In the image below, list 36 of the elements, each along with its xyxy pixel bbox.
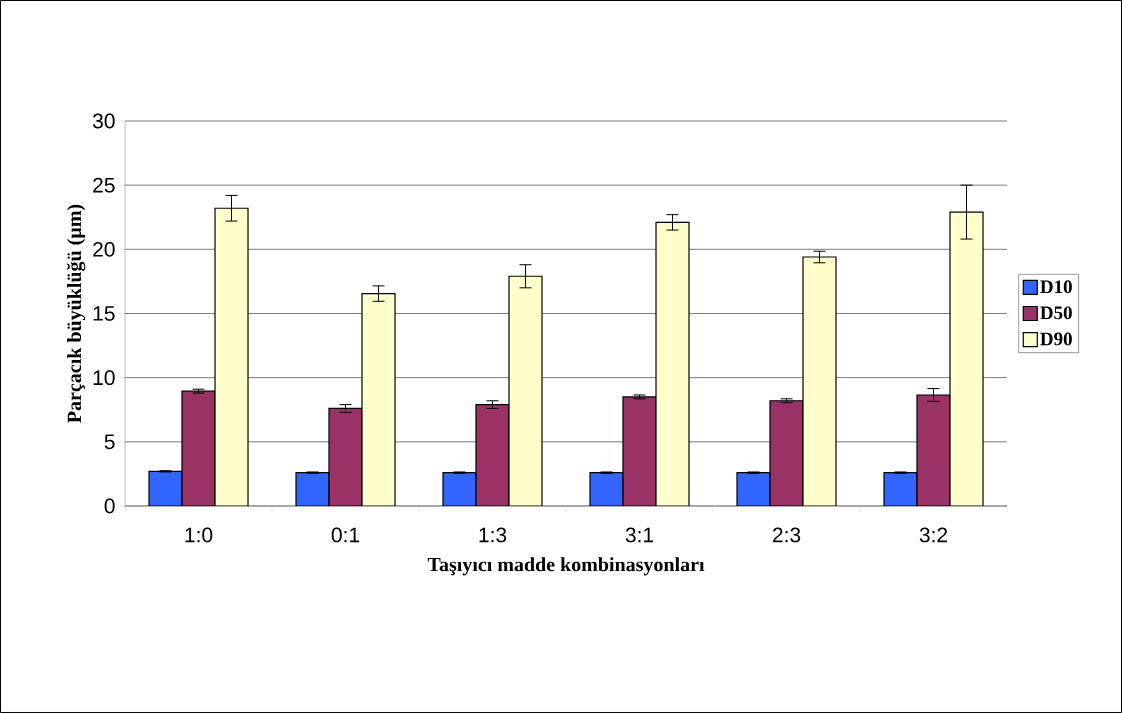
legend-label: D90: [1040, 332, 1072, 346]
x-tick-label: 2:3: [772, 527, 801, 543]
y-tick-label: 15: [93, 306, 115, 321]
bar: [655, 221, 690, 506]
x-tick-label: 3:1: [625, 527, 654, 543]
y-tick-label: 10: [93, 370, 115, 386]
bar: [295, 472, 330, 506]
y-tick-label: 0: [104, 498, 115, 514]
bar: [883, 472, 918, 506]
y-axis-title: Parçacık büyüklüğü (µm): [66, 204, 86, 423]
y-tick-label: 25: [93, 177, 115, 193]
bar: [736, 472, 771, 506]
bar: [214, 207, 249, 506]
y-tick-label: 30: [92, 113, 115, 129]
bar: [622, 396, 657, 506]
y-tick-label: 20: [93, 241, 115, 257]
bar: [442, 472, 477, 506]
x-axis-title: Taşıyıcı madde kombinasyonları: [427, 557, 705, 576]
bar: [508, 275, 543, 506]
bar: [949, 211, 984, 506]
bar: [802, 256, 837, 506]
bar: [148, 470, 183, 506]
x-tick-label: 1:0: [185, 527, 213, 543]
y-tick-label: 5: [104, 434, 115, 450]
bar: [181, 390, 216, 506]
bar: [475, 404, 510, 506]
x-tick-label: 3:2: [919, 527, 948, 543]
bar: [769, 400, 804, 506]
bar: [916, 394, 951, 506]
bar: [589, 472, 624, 506]
bar: [328, 407, 363, 506]
x-tick-label: 0:1: [331, 527, 360, 543]
legend-label: D10: [1040, 280, 1072, 294]
bar: [361, 293, 396, 506]
x-tick-label: 1:3: [479, 527, 507, 543]
legend-label: D50: [1040, 306, 1072, 320]
